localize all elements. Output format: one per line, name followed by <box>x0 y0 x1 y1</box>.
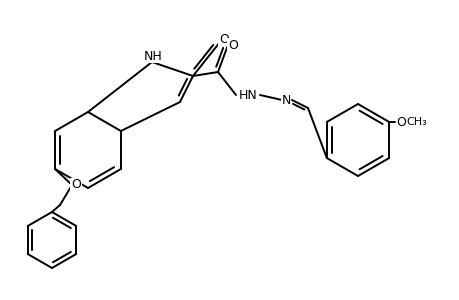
Text: O: O <box>228 38 237 52</box>
Text: O: O <box>71 178 81 191</box>
Text: O: O <box>218 32 229 46</box>
Text: O: O <box>395 116 405 128</box>
Text: NH: NH <box>143 50 162 62</box>
Text: N: N <box>281 94 290 106</box>
Text: HN: HN <box>238 88 257 101</box>
Text: CH₃: CH₃ <box>406 117 426 127</box>
